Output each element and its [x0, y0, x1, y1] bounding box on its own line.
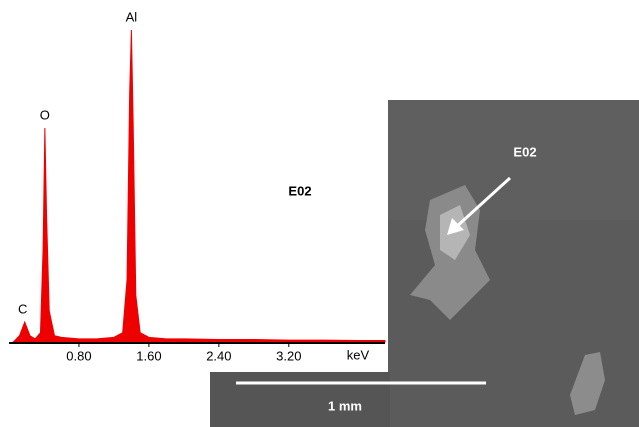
- peak-label: Al: [126, 9, 138, 24]
- spectrum-label: E02: [288, 183, 311, 198]
- image-label: E02: [513, 144, 536, 159]
- scale-label: 1 mm: [328, 398, 362, 413]
- x-tick-label: 3.20: [276, 348, 301, 363]
- peak-label: O: [40, 107, 50, 122]
- x-tick-label: 1.60: [136, 348, 161, 363]
- x-tick-label: 0.80: [66, 348, 91, 363]
- sem-shade: [388, 100, 639, 220]
- x-tick-label: 2.40: [206, 348, 231, 363]
- sem-background: [210, 372, 390, 427]
- x-axis-label: keV: [347, 347, 370, 362]
- spectrum-panel: [0, 0, 388, 372]
- peak-label: C: [18, 301, 27, 316]
- figure: E02 1 mm E02 keV 0.80 1.60 2.40 3.20 C O Al: [0, 0, 639, 427]
